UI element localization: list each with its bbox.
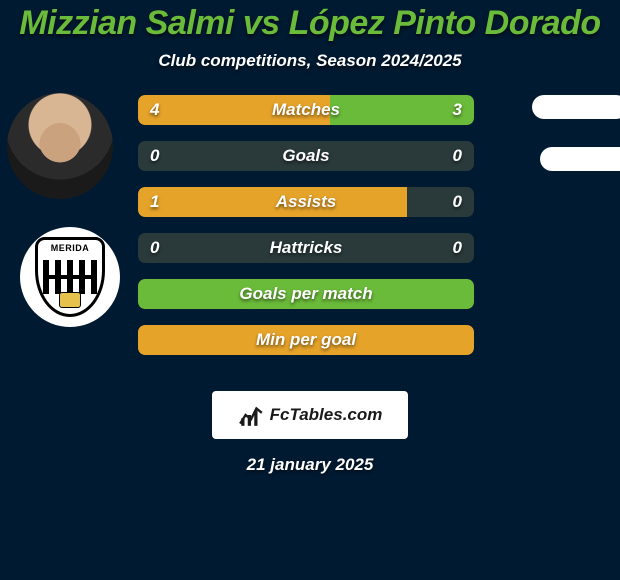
footer-date: 21 january 2025	[247, 455, 374, 475]
title-player-left: Mizzian Salmi	[19, 4, 234, 42]
stat-row: Hattricks00	[138, 233, 474, 263]
title-player-right: López Pinto Dorado	[289, 4, 601, 42]
player1-club-crest	[20, 227, 120, 327]
page-title: Mizzian Salmi vs López Pinto Dorado	[19, 4, 600, 43]
stat-fill-left	[138, 187, 407, 217]
stat-fill-right	[330, 95, 474, 125]
stat-bars: Matches43 Goals00 Assists10 Hattricks00 Goal…	[138, 95, 474, 371]
player2-club-placeholder	[540, 147, 620, 171]
stat-fill-left	[138, 325, 474, 355]
stat-row: Assists10	[138, 187, 474, 217]
stat-track	[138, 233, 474, 263]
title-vs: vs	[243, 4, 280, 42]
subtitle: Club competitions, Season 2024/2025	[158, 51, 461, 71]
stat-track	[138, 141, 474, 171]
comparison-chart: Matches43 Goals00 Assists10 Hattricks00 Goal…	[0, 97, 620, 387]
chart-icon	[238, 402, 264, 428]
player2-avatar-placeholder	[532, 95, 620, 119]
stat-fill-left	[138, 95, 330, 125]
crest-icon	[35, 237, 105, 317]
branding-badge: FcTables.com	[212, 391, 408, 439]
stat-row: Goals00	[138, 141, 474, 171]
stat-fill-left	[138, 279, 474, 309]
stat-row: Matches43	[138, 95, 474, 125]
player1-avatar	[7, 93, 113, 199]
stat-row: Goals per match	[138, 279, 474, 309]
stat-row: Min per goal	[138, 325, 474, 355]
infographic: Mizzian Salmi vs López Pinto Dorado Club…	[0, 0, 620, 580]
branding-text: FcTables.com	[270, 405, 383, 425]
